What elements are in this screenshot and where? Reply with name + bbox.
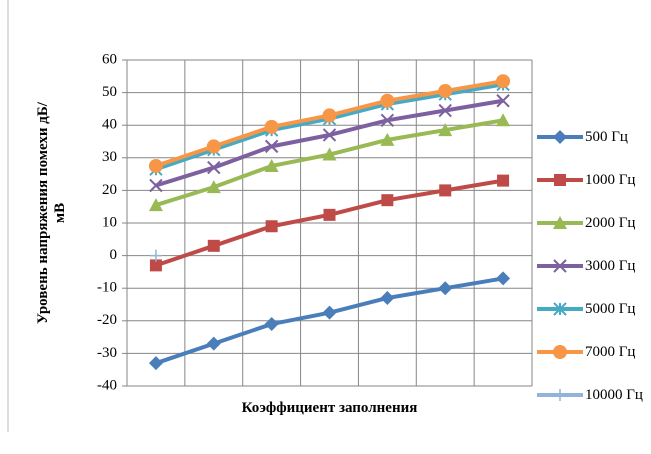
y-tick-label: 30 bbox=[102, 149, 117, 165]
marker bbox=[438, 281, 453, 296]
marker bbox=[553, 302, 567, 316]
legend-label: 500 Гц bbox=[585, 129, 628, 145]
marker bbox=[322, 147, 337, 161]
marker bbox=[554, 389, 566, 401]
marker bbox=[322, 128, 337, 142]
marker bbox=[553, 130, 567, 144]
y-tick-label: -30 bbox=[97, 345, 117, 361]
y-tick-label: -40 bbox=[97, 377, 117, 393]
legend-label: 3000 Гц bbox=[585, 258, 636, 274]
marker bbox=[322, 108, 337, 123]
legend-label: 1000 Гц bbox=[585, 172, 636, 188]
marker bbox=[439, 184, 452, 197]
y-tick-label: -10 bbox=[97, 280, 117, 296]
marker bbox=[553, 259, 567, 273]
marker bbox=[265, 220, 278, 233]
marker bbox=[264, 139, 279, 154]
marker bbox=[206, 139, 221, 154]
marker bbox=[496, 94, 510, 108]
legend-label: 2000 Гц bbox=[585, 215, 636, 231]
marker bbox=[149, 259, 162, 272]
marker bbox=[206, 336, 221, 351]
marker bbox=[148, 356, 163, 371]
y-axis-title: Уровень напряжения помехи дБ/мВ bbox=[35, 102, 68, 324]
legend-label: 7000 Гц bbox=[585, 344, 636, 360]
y-tick-label: 60 bbox=[102, 51, 117, 67]
marker bbox=[207, 239, 220, 252]
marker bbox=[496, 271, 511, 286]
marker bbox=[380, 132, 395, 146]
marker bbox=[496, 113, 511, 127]
marker bbox=[264, 158, 279, 172]
y-tick-label: -20 bbox=[97, 312, 117, 328]
marker bbox=[264, 119, 279, 134]
marker bbox=[380, 93, 395, 108]
y-tick-label: 10 bbox=[102, 214, 117, 230]
marker bbox=[554, 174, 566, 186]
marker bbox=[149, 178, 163, 193]
marker bbox=[496, 74, 511, 89]
marker bbox=[497, 174, 510, 187]
marker bbox=[206, 180, 221, 194]
marker bbox=[322, 305, 337, 320]
marker bbox=[148, 158, 163, 173]
marker bbox=[553, 216, 567, 229]
marker bbox=[438, 123, 453, 137]
y-tick-label: 40 bbox=[102, 117, 117, 133]
x-axis-title: Коэффициент заполнения bbox=[241, 400, 418, 416]
marker bbox=[553, 345, 567, 359]
legend-label: 5000 Гц bbox=[585, 301, 636, 317]
marker bbox=[264, 317, 279, 332]
marker bbox=[148, 198, 163, 212]
marker bbox=[380, 113, 395, 128]
marker bbox=[438, 103, 452, 118]
marker bbox=[438, 83, 453, 98]
y-tick-label: 50 bbox=[102, 84, 117, 100]
marker bbox=[381, 194, 394, 207]
marker bbox=[207, 160, 221, 175]
marker bbox=[323, 208, 336, 221]
marker bbox=[149, 249, 162, 262]
y-tick-label: 20 bbox=[102, 182, 117, 198]
marker bbox=[380, 290, 395, 305]
y-tick-label: 0 bbox=[110, 247, 118, 263]
legend-label: 10000 Гц bbox=[585, 387, 643, 403]
